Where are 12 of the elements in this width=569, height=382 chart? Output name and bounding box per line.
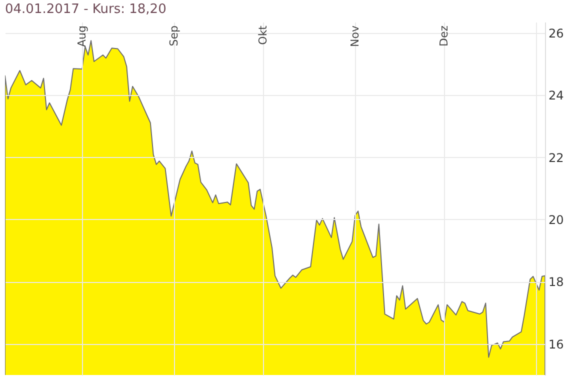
y-tick-label: 22	[548, 150, 564, 165]
y-tick-label: 18	[548, 275, 564, 290]
chart-title: 04.01.2017 - Kurs: 18,20	[5, 2, 166, 17]
y-tick-label: 16	[548, 337, 564, 352]
y-tick-label: 26	[548, 26, 564, 40]
x-tick-label: Nov	[348, 25, 362, 47]
x-tick-label: Aug	[76, 26, 89, 47]
x-tick-label: Dez	[438, 25, 451, 47]
x-tick-label: Sep	[168, 25, 181, 46]
y-tick-label: 24	[548, 88, 564, 103]
x-tick-label: Okt	[256, 24, 270, 45]
y-tick-label: 20	[548, 212, 564, 227]
